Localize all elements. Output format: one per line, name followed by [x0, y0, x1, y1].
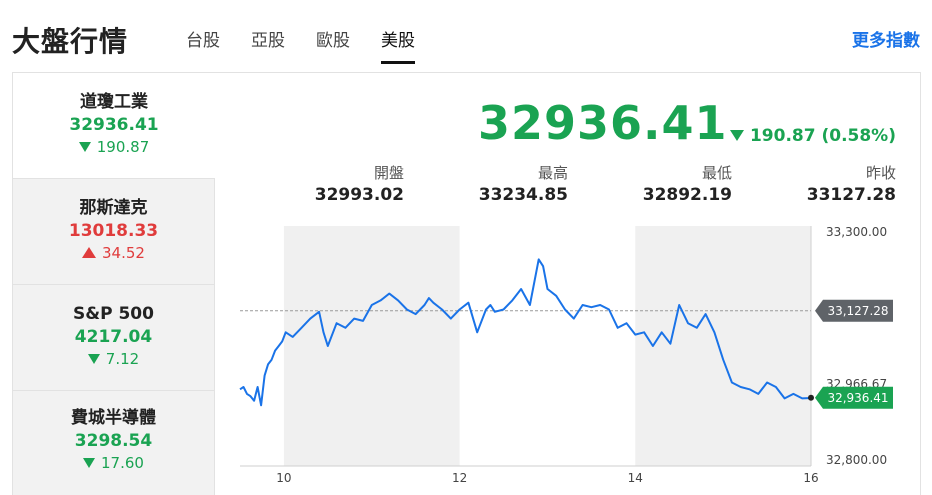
tab-us[interactable]: 美股 — [381, 26, 415, 64]
index-name: 那斯達克 — [79, 198, 148, 218]
stat-prev-close: 昨收 33127.28 — [776, 163, 896, 207]
x-tick-label: 10 — [276, 471, 291, 485]
price-tag-shape — [815, 299, 893, 322]
index-change: 34.52 — [13, 243, 214, 263]
session-band — [635, 226, 811, 466]
stat-label: 昨收 — [865, 164, 896, 182]
index-value: 4217.04 — [74, 327, 153, 347]
index-value: 13018.33 — [68, 221, 159, 241]
index-change: 7.12 — [13, 349, 214, 369]
prev-close-tag: 33,127.28 — [815, 299, 893, 322]
down-triangle-icon — [729, 130, 744, 141]
down-triangle-icon — [87, 354, 100, 364]
market-panel: 道瓊工業 32936.41 190.87 那斯達克 13018.33 34.52… — [12, 72, 921, 495]
tab-taiwan[interactable]: 台股 — [186, 31, 220, 51]
sidebar-item-dow[interactable]: 道瓊工業 32936.41 190.87 — [13, 73, 215, 179]
x-axis-ticks: 10 12 14 16 — [276, 471, 818, 485]
stat-value: 33234.85 — [478, 185, 568, 205]
sidebar-item-nasdaq[interactable]: 那斯達克 13018.33 34.52 — [13, 179, 215, 285]
session-bands — [283, 226, 811, 466]
price-line — [239, 258, 812, 407]
index-value: 3298.54 — [74, 431, 153, 451]
stat-value: 32892.19 — [642, 185, 732, 205]
current-index-change: 190.87 (0.58%) — [729, 126, 896, 146]
stat-low: 最低 32892.19 — [612, 163, 732, 207]
index-value: 32936.41 — [69, 115, 159, 135]
stat-value: 32993.02 — [314, 185, 404, 205]
index-name: 費城半導體 — [71, 408, 156, 428]
index-change: 17.60 — [13, 453, 214, 473]
market-tabs: 台股 亞股 歐股 美股 — [186, 26, 446, 64]
last-price-dot — [808, 394, 814, 401]
last-price-tag: 32,936.41 — [808, 386, 893, 409]
page-title: 大盤行情 — [12, 25, 129, 58]
stat-label: 最低 — [701, 164, 732, 182]
index-name: S&P 500 — [73, 304, 154, 324]
down-triangle-icon — [78, 142, 91, 152]
price-tag-label: 32,936.41 — [827, 391, 888, 405]
y-tick-label: 32,800.00 — [826, 453, 887, 467]
stat-high: 最高 33234.85 — [448, 163, 568, 207]
session-band — [283, 226, 460, 466]
price-tag-label: 33,127.28 — [827, 304, 888, 318]
tab-asia[interactable]: 亞股 — [251, 31, 285, 51]
stat-label: 最高 — [537, 164, 568, 182]
stat-label: 開盤 — [373, 164, 404, 182]
index-change: 190.87 — [13, 137, 215, 157]
x-tick-label: 12 — [452, 471, 467, 485]
sidebar-item-sox[interactable]: 費城半導體 3298.54 17.60 — [13, 391, 215, 495]
tab-europe[interactable]: 歐股 — [316, 31, 350, 51]
y-tick-label: 33,300.00 — [826, 225, 887, 239]
stat-open: 開盤 32993.02 — [284, 163, 404, 207]
index-name: 道瓊工業 — [80, 92, 148, 112]
x-tick-label: 14 — [628, 471, 643, 485]
more-indices-link[interactable]: 更多指數 — [852, 31, 920, 51]
price-tag-shape — [815, 386, 893, 409]
index-sidebar: 道瓊工業 32936.41 190.87 那斯達克 13018.33 34.52… — [13, 73, 215, 495]
x-tick-label: 16 — [803, 471, 818, 485]
stat-value: 33127.28 — [806, 185, 896, 205]
current-index-value: 32936.41 — [478, 96, 728, 150]
down-triangle-icon — [83, 458, 96, 468]
up-triangle-icon — [82, 247, 97, 258]
sidebar-item-sp500[interactable]: S&P 500 4217.04 7.12 — [13, 285, 215, 391]
